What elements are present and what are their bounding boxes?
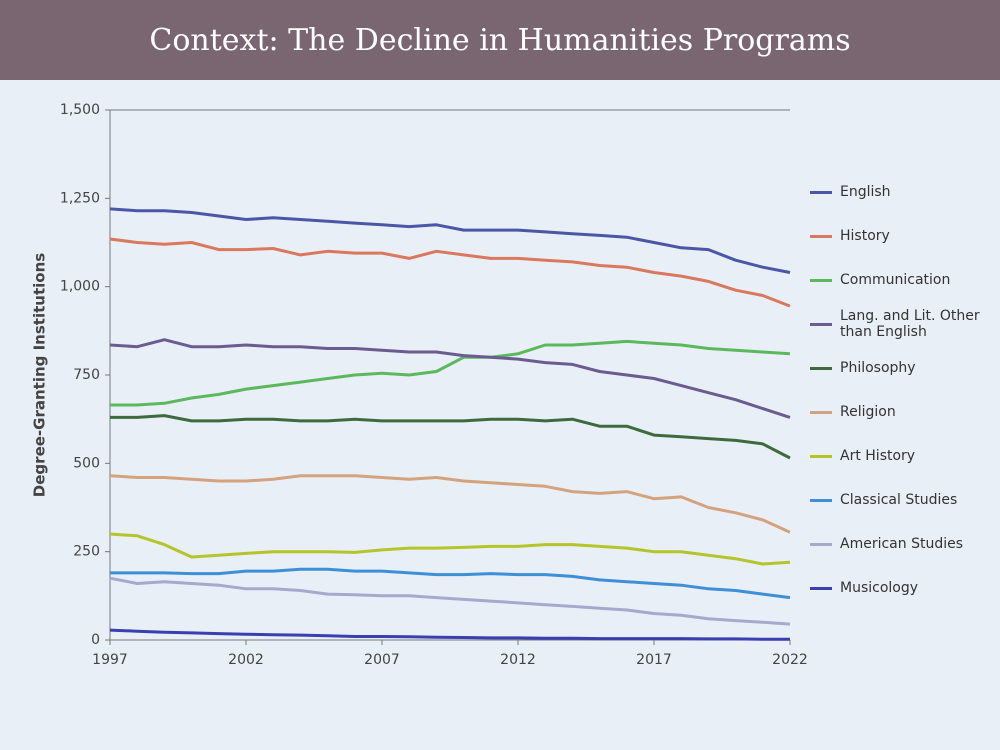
x-tick-label: 2017 bbox=[636, 652, 672, 668]
legend-item: Philosophy bbox=[810, 346, 995, 390]
x-tick-label: 2002 bbox=[228, 652, 264, 668]
legend-swatch bbox=[810, 234, 832, 238]
legend-label: History bbox=[840, 228, 890, 244]
legend-swatch bbox=[810, 410, 832, 414]
legend-label: American Studies bbox=[840, 536, 964, 552]
x-tick-label: 1997 bbox=[92, 652, 128, 668]
y-tick-label: 0 bbox=[91, 632, 100, 648]
legend-swatch bbox=[810, 366, 832, 370]
y-tick-label: 750 bbox=[73, 367, 100, 383]
legend-swatch bbox=[810, 454, 832, 458]
series-line bbox=[109, 207, 791, 274]
legend-label: Classical Studies bbox=[840, 492, 958, 508]
legend-swatch bbox=[810, 190, 832, 194]
legend-label: English bbox=[840, 184, 891, 200]
legend-item: Communication bbox=[810, 258, 995, 302]
legend-label: Lang. and Lit. Other than English bbox=[840, 308, 980, 340]
legend: English History Communication Lang. and Lit… bbox=[810, 170, 995, 610]
legend-item: American Studies bbox=[810, 522, 995, 566]
y-tick-label: 1,500 bbox=[60, 102, 100, 118]
legend-item: Religion bbox=[810, 390, 995, 434]
series-line bbox=[109, 338, 791, 419]
series-line bbox=[109, 474, 791, 534]
legend-item: History bbox=[810, 214, 995, 258]
legend-swatch bbox=[810, 542, 832, 546]
legend-label: Religion bbox=[840, 404, 896, 420]
legend-swatch bbox=[810, 322, 832, 326]
title-bar bbox=[0, 0, 1000, 80]
legend-label: Musicology bbox=[840, 580, 919, 596]
legend-label: Philosophy bbox=[840, 360, 916, 376]
y-tick-label: 1,250 bbox=[60, 190, 100, 206]
series-line bbox=[110, 567, 791, 600]
y-tick-label: 500 bbox=[73, 455, 100, 471]
series-line bbox=[110, 414, 791, 460]
series-line bbox=[109, 237, 791, 308]
series-line bbox=[109, 532, 791, 566]
series-line bbox=[110, 339, 791, 407]
legend-swatch bbox=[810, 278, 832, 282]
x-tick-label: 2012 bbox=[500, 652, 536, 668]
legend-item: Art History bbox=[810, 434, 995, 478]
legend-swatch bbox=[810, 498, 832, 502]
legend-item: Musicology bbox=[810, 566, 995, 610]
legend-swatch bbox=[810, 586, 832, 590]
x-tick-label: 2022 bbox=[772, 652, 808, 668]
y-axis-label: Degree-Granting Institutions bbox=[31, 253, 49, 497]
legend-item: Classical Studies bbox=[810, 478, 995, 522]
legend-item: English bbox=[810, 170, 995, 214]
chart-title: Context: The Decline in Humanities Progr… bbox=[149, 23, 850, 58]
series-line bbox=[109, 576, 791, 626]
series-line bbox=[109, 628, 790, 641]
legend-label: Communication bbox=[840, 272, 951, 288]
y-tick-label: 1,000 bbox=[60, 279, 100, 295]
y-tick-label: 250 bbox=[73, 544, 100, 560]
x-tick-label: 2007 bbox=[364, 652, 400, 668]
legend-label: Art History bbox=[840, 448, 916, 464]
legend-item: Lang. and Lit. Other than English bbox=[810, 302, 995, 346]
